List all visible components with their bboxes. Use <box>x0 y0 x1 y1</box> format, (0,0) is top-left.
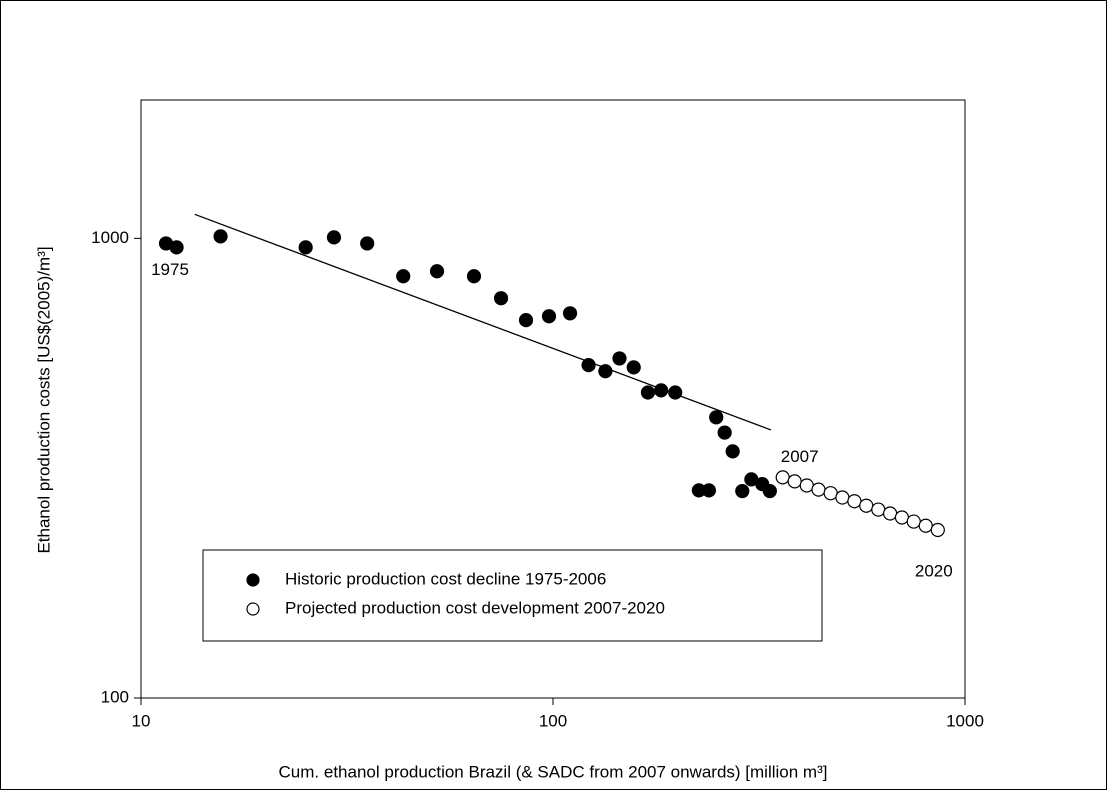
point <box>717 425 732 440</box>
y-axis-label: Ethanol production costs [US$(2005)/m³] <box>34 246 53 553</box>
point <box>701 483 716 498</box>
legend-label: Historic production cost decline 1975-20… <box>285 569 606 588</box>
point <box>518 313 534 328</box>
point <box>612 351 627 366</box>
annotation: 1975 <box>151 260 189 279</box>
point <box>762 483 777 499</box>
point <box>640 385 656 400</box>
legend-marker <box>246 602 260 616</box>
point <box>626 360 641 375</box>
legend <box>202 549 823 642</box>
point <box>823 486 838 501</box>
point <box>654 383 669 398</box>
y-tick-label: 1000 <box>91 228 129 247</box>
point <box>859 498 874 513</box>
point <box>213 229 228 244</box>
point <box>871 502 886 517</box>
annotation: 2020 <box>915 561 953 580</box>
point <box>725 444 740 459</box>
point <box>541 309 557 324</box>
point <box>429 264 445 279</box>
x-tick-label: 1000 <box>946 711 984 730</box>
annotation: 2007 <box>781 447 819 466</box>
y-tick-label: 100 <box>101 687 129 706</box>
point <box>326 230 342 245</box>
point <box>735 483 750 499</box>
point <box>847 494 862 509</box>
x-axis-label: Cum. ethanol production Brazil (& SADC f… <box>279 762 828 781</box>
legend-marker <box>246 573 260 587</box>
point <box>906 514 921 529</box>
point <box>787 474 802 489</box>
point <box>598 364 613 379</box>
point <box>493 291 509 306</box>
point <box>775 470 790 485</box>
point <box>835 490 850 505</box>
x-tick-label: 100 <box>539 711 567 730</box>
point <box>562 306 578 321</box>
point <box>169 240 184 255</box>
point <box>883 506 898 521</box>
point <box>668 385 683 400</box>
point <box>709 410 724 425</box>
point <box>918 518 933 533</box>
legend-label: Projected production cost development 20… <box>285 598 665 617</box>
x-tick-label: 10 <box>132 711 151 730</box>
point <box>466 269 482 284</box>
point <box>811 482 826 497</box>
point <box>298 240 313 255</box>
point <box>894 510 910 525</box>
point <box>581 357 596 373</box>
point <box>360 236 375 251</box>
point <box>799 478 814 493</box>
point <box>396 269 411 284</box>
point <box>930 522 945 538</box>
